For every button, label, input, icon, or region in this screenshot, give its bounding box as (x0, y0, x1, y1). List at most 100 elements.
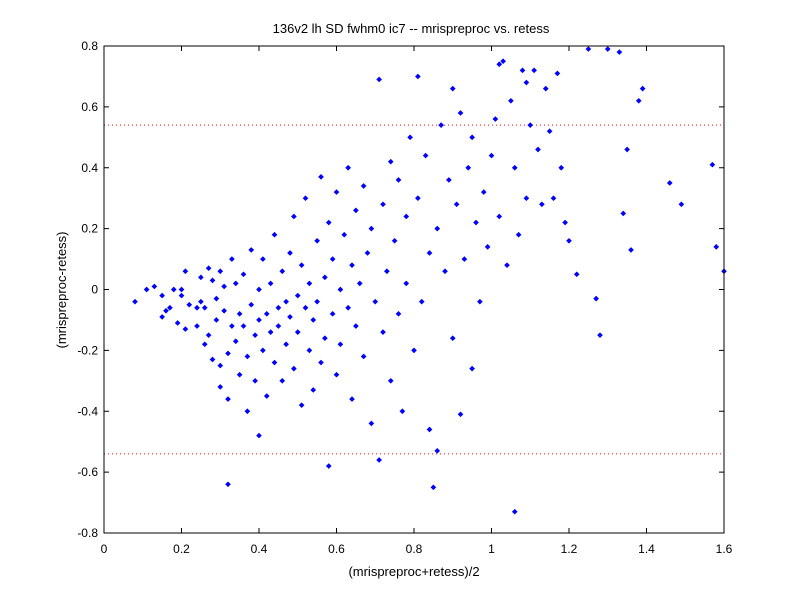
data-point (294, 329, 301, 335)
data-point (318, 359, 324, 366)
data-point (333, 371, 340, 378)
data-point (469, 365, 475, 372)
data-point (573, 271, 580, 278)
x-tick-label: 0.4 (251, 542, 268, 556)
data-point (411, 347, 417, 354)
data-point (391, 237, 398, 244)
chart-title: 136v2 lh SD fwhm0 ic7 -- mrispreproc vs.… (273, 21, 550, 36)
data-point (205, 265, 212, 272)
data-point (271, 359, 278, 366)
data-point (194, 304, 200, 311)
data-point (597, 332, 603, 338)
data-point (232, 338, 239, 345)
data-point (325, 219, 332, 226)
x-axis: 0 0.2 0.4 0.6 0.8 1 1.2 1.4 1.6 (101, 46, 733, 556)
data-point (368, 420, 375, 427)
data-point (252, 332, 258, 338)
data-point (244, 353, 251, 360)
data-point (275, 304, 282, 311)
data-point (376, 457, 382, 463)
data-point (678, 201, 685, 208)
data-point (407, 134, 413, 141)
data-point (477, 298, 483, 305)
y-tick-label: 0.6 (81, 100, 98, 114)
data-point (341, 231, 348, 238)
data-point (434, 225, 441, 232)
y-tick-label: 0 (91, 283, 98, 297)
data-point (198, 298, 204, 305)
data-point (356, 280, 363, 287)
data-point (298, 262, 305, 268)
data-point (535, 146, 541, 153)
data-point (322, 274, 328, 281)
data-point (329, 256, 336, 262)
data-point (167, 304, 173, 311)
y-tick-label: -0.6 (77, 465, 98, 479)
data-point (566, 237, 572, 244)
data-point (217, 384, 224, 390)
data-point (403, 213, 410, 220)
data-point (387, 377, 394, 384)
data-point (298, 402, 305, 408)
data-point (132, 298, 138, 305)
data-point (380, 201, 386, 208)
data-point (217, 268, 224, 275)
y-axis: -0.8 -0.6 -0.4 -0.2 0 0.2 0.4 0.6 0.8 (77, 39, 724, 540)
data-point (430, 484, 437, 491)
data-point (213, 317, 220, 323)
data-point (283, 298, 289, 305)
data-point (201, 341, 208, 348)
data-point (488, 152, 495, 159)
data-point (263, 311, 270, 317)
data-point (306, 280, 313, 287)
data-point (186, 301, 193, 308)
data-point (426, 250, 433, 256)
data-point (713, 244, 720, 250)
data-point (252, 377, 258, 384)
data-point (364, 250, 371, 256)
data-point (368, 225, 375, 232)
data-point (329, 311, 336, 317)
data-point (256, 432, 262, 439)
data-point (554, 70, 561, 77)
data-point (279, 268, 286, 275)
data-point (310, 387, 317, 393)
data-point (709, 161, 716, 168)
data-point (345, 304, 351, 311)
data-point (504, 262, 510, 268)
data-point (213, 295, 220, 302)
data-point (291, 365, 297, 372)
data-point (302, 195, 309, 202)
data-point (542, 85, 549, 92)
data-point (442, 268, 448, 275)
data-point (217, 362, 224, 369)
data-point (267, 329, 274, 335)
data-point (422, 152, 429, 159)
data-point (194, 323, 200, 329)
data-point (523, 79, 530, 86)
data-point (225, 350, 231, 357)
data-point (229, 256, 235, 262)
data-point (372, 298, 379, 305)
y-tick-label: 0.8 (81, 39, 98, 53)
data-point (446, 177, 452, 183)
data-point (635, 97, 642, 104)
data-point (620, 210, 627, 217)
data-point (403, 280, 410, 287)
data-point (178, 292, 185, 299)
data-point (170, 286, 177, 293)
data-point (287, 250, 293, 256)
data-point (174, 320, 181, 326)
data-point (426, 426, 433, 433)
data-point (511, 164, 518, 171)
data-point (178, 286, 185, 293)
data-point (182, 268, 189, 275)
data-point (415, 195, 421, 202)
y-tick-label: 0.2 (81, 222, 98, 236)
data-point (349, 396, 355, 402)
data-point (395, 177, 402, 183)
data-point (275, 323, 282, 329)
data-point (395, 311, 402, 317)
